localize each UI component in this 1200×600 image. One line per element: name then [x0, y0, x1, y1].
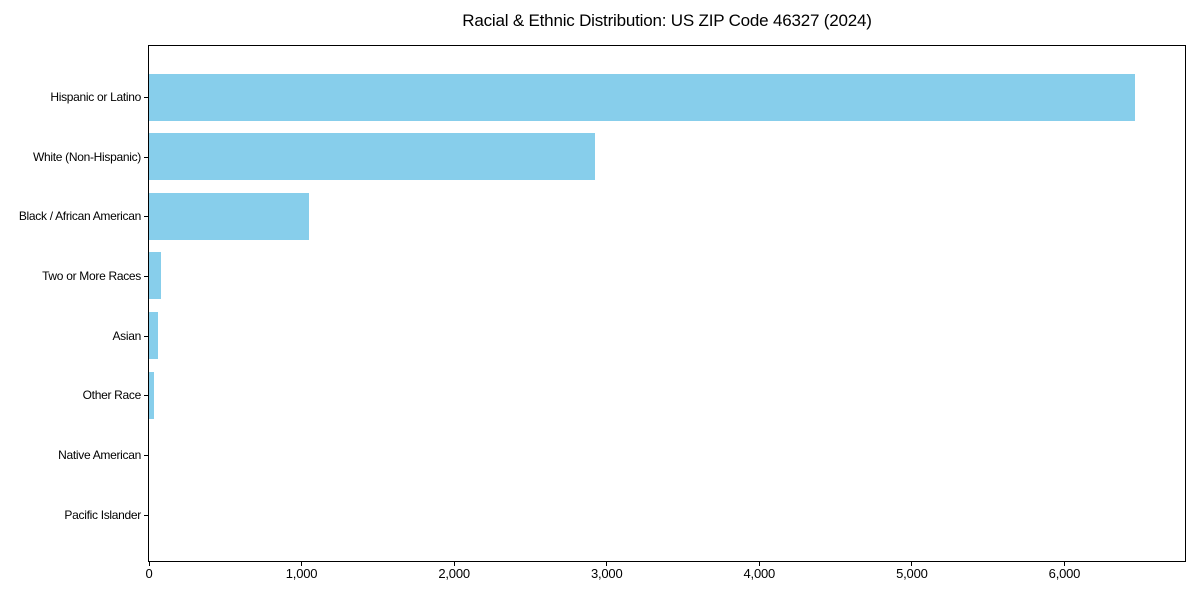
x-tick-label-3-000: 3,000: [590, 566, 623, 581]
y-tick-mark: [144, 275, 148, 277]
y-tick-mark: [144, 156, 148, 158]
x-tick-mark: [148, 562, 150, 566]
x-tick-label-6-000: 6,000: [1048, 566, 1081, 581]
bar-black-african-american: [149, 192, 309, 240]
bar-two-or-more-races: [149, 252, 161, 300]
x-tick-mark: [758, 562, 760, 566]
x-tick-label-0: 0: [145, 566, 153, 581]
y-axis-label-native-american: Native American: [58, 447, 141, 462]
x-tick-mark: [911, 562, 913, 566]
y-tick-mark: [144, 395, 148, 397]
y-tick-mark: [144, 514, 148, 516]
y-tick-mark: [144, 97, 148, 98]
y-axis-label-two-or-more-races: Two or More Races: [42, 268, 141, 283]
plot-area: [148, 45, 1186, 562]
x-tick-label-5-000: 5,000: [896, 566, 928, 581]
x-tick-mark: [1063, 562, 1065, 566]
x-tick-mark: [301, 562, 303, 566]
bar-white-non-hispanic: [149, 133, 596, 181]
y-tick-mark: [144, 454, 148, 456]
y-axis-label-hispanic-or-latino: Hispanic or Latino: [50, 90, 141, 104]
y-axis-label-asian: Asian: [112, 328, 141, 343]
x-tick-label-4-000: 4,000: [743, 566, 776, 581]
x-tick-label-1-000: 1,000: [285, 566, 318, 581]
y-axis-label-white-non-hispanic: White (Non-Hispanic): [32, 149, 141, 164]
bar-hispanic-or-latino: [149, 73, 1135, 121]
y-axis-label-pacific-islander: Pacific Islander: [64, 507, 141, 522]
y-axis-label-other-race: Other Race: [82, 388, 142, 403]
bar-other-race: [149, 371, 154, 419]
x-tick-label-2-000: 2,000: [438, 566, 470, 581]
x-tick-mark: [453, 562, 455, 566]
x-tick-mark: [606, 562, 608, 566]
chart-title: Racial & Ethnic Distribution: US ZIP Cod…: [462, 11, 872, 30]
y-tick-mark: [144, 335, 148, 337]
bar-asian: [149, 312, 158, 360]
y-tick-mark: [144, 216, 148, 218]
y-axis-label-black-african-american: Black / African American: [18, 209, 141, 224]
